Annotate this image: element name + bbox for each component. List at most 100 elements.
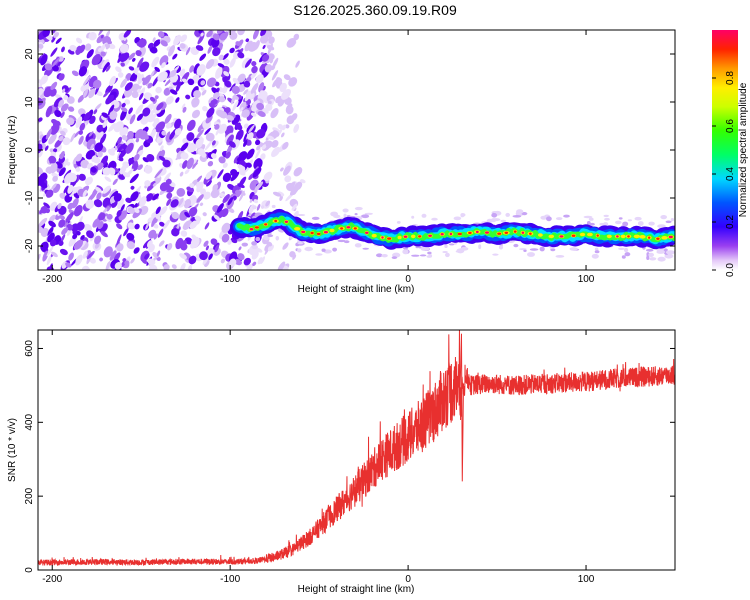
noise-speckle	[147, 258, 156, 266]
noise-speckle	[121, 102, 126, 108]
noise-speckle	[115, 66, 122, 73]
noise-speckle	[257, 257, 263, 265]
noise-speckle	[117, 72, 124, 78]
noise-speckle	[232, 100, 239, 112]
noise-speckle	[244, 94, 251, 102]
noise-speckle	[198, 30, 203, 34]
noise-speckle	[184, 169, 190, 175]
ridge-halo	[621, 255, 626, 259]
noise-speckle	[157, 71, 168, 82]
ridge-peak-core	[468, 231, 472, 235]
snr-spike	[459, 333, 464, 482]
ridge-halo	[657, 224, 666, 229]
noise-speckle	[164, 113, 172, 124]
noise-speckle	[147, 82, 153, 89]
noise-speckle	[137, 164, 144, 171]
noise-speckle	[107, 104, 115, 116]
noise-speckle	[48, 169, 52, 175]
noise-speckle	[243, 257, 251, 266]
noise-speckle	[129, 114, 136, 125]
noise-speckle	[84, 176, 94, 186]
noise-speckle	[122, 161, 130, 169]
noise-speckle	[130, 257, 135, 264]
x-tick-label: 0	[405, 274, 411, 285]
noise-speckle	[271, 70, 279, 81]
ridge-halo	[594, 247, 599, 251]
colorbar-ticks: 0.0 0.2 0.4 0.6 0.8	[712, 71, 736, 277]
noise-speckle	[44, 63, 53, 71]
noise-speckle	[272, 130, 280, 137]
noise-speckle	[208, 97, 214, 104]
noise-speckle	[239, 190, 245, 202]
ridge-halo	[315, 253, 323, 256]
noise-speckle	[217, 63, 225, 68]
noise-speckle	[206, 107, 215, 118]
noise-speckle	[285, 124, 290, 129]
noise-speckle	[175, 97, 180, 103]
noise-speckle	[128, 107, 133, 115]
noise-speckle	[226, 134, 234, 146]
noise-speckle	[124, 260, 130, 266]
noise-speckle	[223, 71, 230, 77]
noise-speckle	[80, 159, 89, 169]
noise-speckle	[238, 83, 246, 93]
noise-speckle	[265, 200, 271, 207]
noise-speckle	[174, 118, 182, 129]
noise-speckle	[38, 43, 44, 49]
noise-speckle	[82, 250, 88, 259]
ridge-halo	[513, 243, 519, 248]
ridge-halo	[519, 248, 527, 251]
noise-speckle	[126, 232, 135, 241]
noise-speckle	[120, 62, 125, 67]
noise-speckle	[62, 88, 66, 93]
noise-speckle	[150, 70, 155, 78]
noise-speckle	[180, 230, 188, 237]
noise-speckle	[174, 128, 182, 136]
ridge-halo	[460, 246, 469, 251]
ridge-halo	[657, 256, 666, 262]
noise-speckle	[98, 30, 105, 36]
ridge-halo	[419, 254, 427, 257]
noise-speckle	[214, 124, 220, 130]
ridge-peak	[371, 233, 377, 238]
noise-speckle	[243, 139, 248, 147]
noise-speckle	[102, 120, 108, 128]
noise-speckle	[83, 112, 91, 122]
noise-speckle	[205, 114, 213, 124]
noise-speckle	[162, 219, 171, 230]
noise-speckle	[154, 168, 163, 179]
noise-speckle	[182, 106, 187, 113]
noise-speckle	[225, 114, 235, 121]
ridge-halo	[505, 212, 511, 217]
ridge-halo	[649, 257, 657, 261]
ridge-halo	[569, 247, 578, 251]
ridge-halo	[665, 250, 675, 255]
noise-speckle	[249, 199, 253, 203]
noise-speckle	[191, 109, 201, 119]
noise-speckle	[93, 79, 102, 89]
noise-speckle	[256, 145, 261, 151]
noise-speckle	[184, 211, 191, 218]
noise-speckle	[109, 170, 116, 176]
noise-speckle	[148, 264, 158, 270]
noise-speckle	[144, 180, 151, 187]
noise-speckle	[248, 124, 255, 134]
ridge-halo	[478, 244, 482, 250]
noise-speckle	[204, 222, 210, 230]
noise-speckle	[142, 133, 149, 140]
noise-speckle	[125, 142, 134, 154]
noise-speckle	[270, 65, 276, 71]
noise-speckle	[80, 85, 87, 92]
noise-speckle	[260, 256, 266, 265]
noise-speckle	[233, 155, 240, 164]
noise-speckle	[72, 233, 78, 240]
noise-speckle	[86, 49, 94, 59]
noise-speckle	[179, 171, 184, 177]
noise-speckle	[179, 253, 187, 260]
noise-speckle	[246, 162, 252, 168]
noise-speckle	[204, 140, 213, 151]
noise-speckle	[128, 66, 135, 71]
noise-speckle	[107, 43, 116, 50]
ridge-halo	[460, 213, 465, 218]
ridge-halo	[455, 250, 461, 253]
